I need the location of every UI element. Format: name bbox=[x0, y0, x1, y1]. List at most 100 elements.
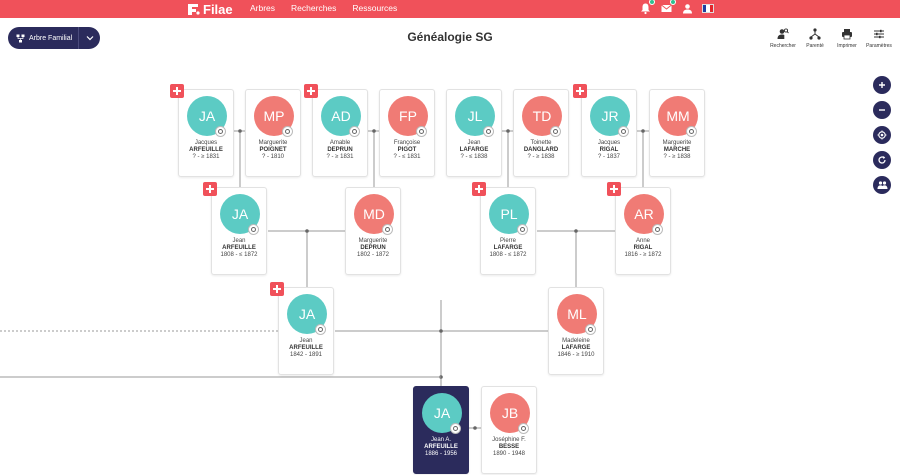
zoom-out-icon bbox=[879, 109, 885, 111]
tree-selector[interactable]: Arbre Familial bbox=[8, 27, 100, 49]
print-label: Imprimer bbox=[837, 43, 857, 49]
person-card-amable-deprun[interactable]: AD Amable DEPRUN ? - ≥ 1831 bbox=[304, 84, 368, 177]
focus-target-icon[interactable] bbox=[382, 224, 393, 235]
person-card-marguerite-marche[interactable]: MM Marguerite MARCHE ? - ≥ 1838 bbox=[649, 89, 705, 177]
person-card-jacques-arfeuille[interactable]: JA Jacques ARFEUILLE ? - ≥ 1831 bbox=[170, 84, 234, 177]
add-parent-icon[interactable] bbox=[270, 282, 284, 296]
add-parent-icon[interactable] bbox=[170, 84, 184, 98]
last-name: ARFEUILLE bbox=[289, 345, 323, 351]
first-name: Joséphine F. bbox=[492, 437, 526, 443]
mail-icon[interactable] bbox=[660, 0, 676, 15]
life-dates: 1808 - ≤ 1872 bbox=[489, 252, 527, 258]
print-button[interactable]: Imprimer bbox=[834, 28, 860, 49]
life-dates: 1846 - ≥ 1910 bbox=[557, 352, 595, 358]
last-name: DANGLARD bbox=[523, 147, 559, 153]
focus-target-icon[interactable] bbox=[248, 224, 259, 235]
focus-target-icon[interactable] bbox=[450, 423, 461, 434]
first-name: Pierre bbox=[499, 238, 516, 244]
last-name: LAFARGE bbox=[459, 147, 489, 153]
person-card-marguerite-deprun[interactable]: MD Marguerite DEPRUN 1802 - 1872 bbox=[345, 187, 401, 275]
add-parent-icon[interactable] bbox=[573, 84, 587, 98]
refresh-icon bbox=[878, 156, 886, 164]
tree-selector-label: Arbre Familial bbox=[29, 34, 73, 42]
last-name: ARFEUILLE bbox=[424, 444, 458, 450]
bell-icon[interactable] bbox=[639, 0, 655, 15]
relationship-icon bbox=[809, 28, 821, 40]
life-dates: ? - ≥ 1831 bbox=[326, 154, 354, 160]
focus-target-icon[interactable] bbox=[517, 224, 528, 235]
zoom-out-button[interactable] bbox=[873, 101, 891, 119]
person-card-marguerite-poignet[interactable]: MP Marguerite POIGNET ? - 1810 bbox=[245, 89, 301, 177]
add-parent-icon[interactable] bbox=[304, 84, 318, 98]
focus-target-icon[interactable] bbox=[518, 423, 529, 434]
tree-icon bbox=[16, 34, 25, 42]
last-name: RIGAL bbox=[633, 245, 653, 251]
last-name: RIGAL bbox=[599, 147, 619, 153]
person-card-jean-lafarge[interactable]: JL Jean LAFARGE ? - ≤ 1838 bbox=[446, 89, 502, 177]
person-card-jean-arfeuille-1808[interactable]: JA Jean ARFEUILLE 1808 - ≤ 1872 bbox=[203, 182, 267, 275]
nav-recherches[interactable]: Recherches bbox=[291, 3, 337, 13]
focus-target-icon[interactable] bbox=[349, 126, 360, 137]
filae-logo[interactable]: Filae bbox=[186, 1, 233, 17]
person-card-anne-rigal[interactable]: AR Anne RIGAL 1816 - ≥ 1872 bbox=[607, 182, 671, 275]
family-group-button[interactable] bbox=[873, 176, 891, 194]
person-card-jean-arfeuille-1842[interactable]: JA Jean ARFEUILLE 1842 - 1891 bbox=[270, 282, 334, 375]
last-name: LAFARGE bbox=[493, 245, 523, 251]
focus-target-icon[interactable] bbox=[315, 324, 326, 335]
focus-target-icon[interactable] bbox=[618, 126, 629, 137]
relationship-button[interactable]: Parenté bbox=[802, 28, 828, 49]
first-name: Marguerite bbox=[662, 140, 692, 146]
first-name: Toinette bbox=[530, 140, 552, 146]
user-icon[interactable] bbox=[681, 2, 694, 15]
top-icons bbox=[639, 0, 714, 15]
person-card-josephine-besse[interactable]: JB Joséphine F. BESSE 1890 - 1948 bbox=[481, 386, 537, 474]
first-name: Jean bbox=[232, 238, 246, 244]
focus-target-icon[interactable] bbox=[550, 126, 561, 137]
life-dates: ? - ≥ 1838 bbox=[527, 154, 555, 160]
person-card-francoise-pigot[interactable]: FP Françoise PIGOT ? - ≤ 1831 bbox=[379, 89, 435, 177]
last-name: BESSE bbox=[498, 444, 520, 450]
focus-target-icon[interactable] bbox=[215, 126, 226, 137]
focus-target-icon[interactable] bbox=[282, 126, 293, 137]
add-parent-icon[interactable] bbox=[472, 182, 486, 196]
life-dates: ? - ≥ 1831 bbox=[192, 154, 220, 160]
settings-sliders-icon bbox=[874, 29, 884, 39]
person-card-toinette-danglard[interactable]: TD Toinette DANGLARD ? - ≥ 1838 bbox=[513, 89, 569, 177]
notification-dot bbox=[649, 0, 655, 5]
group-icon bbox=[877, 181, 887, 189]
add-parent-icon[interactable] bbox=[607, 182, 621, 196]
focus-target-icon[interactable] bbox=[483, 126, 494, 137]
add-parent-icon[interactable] bbox=[203, 182, 217, 196]
life-dates: ? - 1810 bbox=[261, 154, 285, 160]
life-dates: ? - ≥ 1838 bbox=[663, 154, 691, 160]
chevron-down-icon[interactable] bbox=[78, 27, 100, 49]
first-name: Jacques bbox=[597, 140, 621, 146]
person-card-pierre-lafarge[interactable]: PL Pierre LAFARGE 1808 - ≤ 1872 bbox=[472, 182, 536, 275]
mail-dot bbox=[670, 0, 676, 5]
search-person-label: Rechercher bbox=[770, 43, 796, 49]
nav-arbres[interactable]: Arbres bbox=[250, 3, 276, 13]
person-card-jacques-rigal[interactable]: JR Jacques RIGAL ? - 1837 bbox=[573, 84, 637, 177]
focus-target-icon[interactable] bbox=[652, 224, 663, 235]
first-name: Anne bbox=[635, 238, 650, 244]
person-card-jean-a-arfeuille[interactable]: JA Jean A. ARFEUILLE 1886 - 1956 bbox=[413, 386, 469, 474]
last-name: ARFEUILLE bbox=[189, 147, 223, 153]
french-flag-icon[interactable] bbox=[702, 4, 714, 13]
last-name: PIGOT bbox=[397, 147, 417, 153]
focus-target-icon[interactable] bbox=[416, 126, 427, 137]
first-name: Marguerite bbox=[258, 140, 288, 146]
nav-ressources[interactable]: Ressources bbox=[352, 3, 398, 13]
search-person-button[interactable]: Rechercher bbox=[770, 28, 796, 49]
printer-icon bbox=[842, 29, 852, 40]
center-button[interactable] bbox=[873, 126, 891, 144]
life-dates: 1886 - 1956 bbox=[424, 451, 458, 457]
settings-button[interactable]: Paramètres bbox=[866, 28, 892, 49]
relationship-label: Parenté bbox=[806, 43, 824, 49]
first-name: Madeleine bbox=[562, 338, 590, 344]
focus-target-icon[interactable] bbox=[585, 324, 596, 335]
toolbar: Rechercher Parenté Imprimer Paramètres bbox=[770, 28, 892, 49]
focus-target-icon[interactable] bbox=[686, 126, 697, 137]
person-card-madeleine-lafarge[interactable]: ML Madeleine LAFARGE 1846 - ≥ 1910 bbox=[548, 287, 604, 375]
refresh-button[interactable] bbox=[873, 151, 891, 169]
zoom-in-button[interactable] bbox=[873, 76, 891, 94]
